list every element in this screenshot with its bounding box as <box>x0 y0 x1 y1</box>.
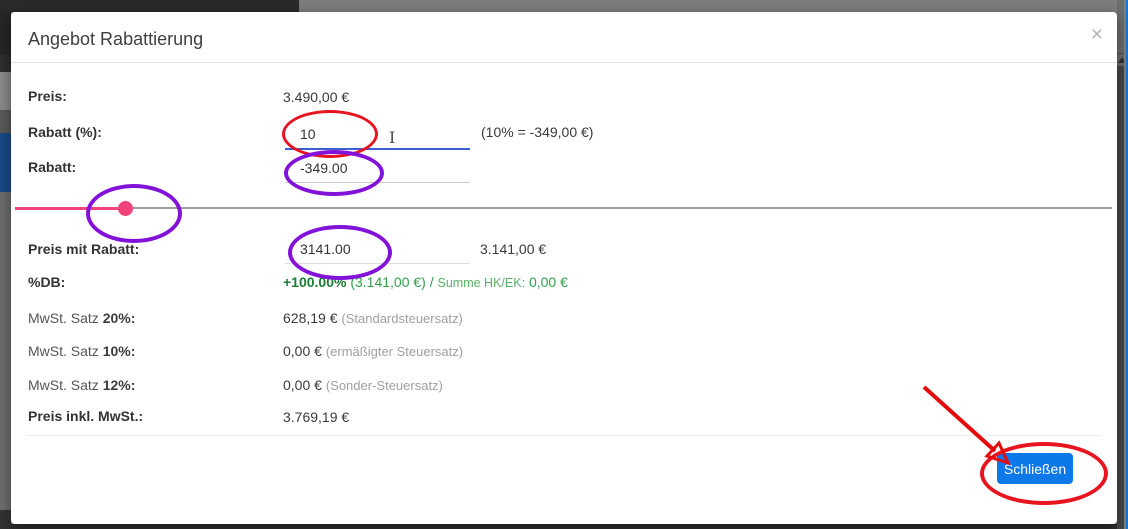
backdrop-left-strip <box>0 12 11 55</box>
discount-slider-track[interactable] <box>125 207 1112 209</box>
footer-divider <box>26 435 1100 436</box>
close-icon[interactable]: × <box>1090 23 1103 46</box>
mwst10-note: (ermäßigter Steuersatz) <box>325 344 464 359</box>
backdrop-scrollbar-track <box>1117 0 1124 53</box>
db-summe-value: 0,00 € <box>528 274 568 290</box>
rabatt-label: Rabatt: <box>28 159 77 175</box>
mwst20-value: 628,19 € (Standardsteuersatz) <box>283 310 463 326</box>
mwst12-label: MwSt. Satz 12%: <box>28 377 136 393</box>
preis-inkl-label: Preis inkl. MwSt.: <box>28 408 144 424</box>
backdrop-left-strip <box>0 510 11 529</box>
preis-mit-rabatt-input[interactable] <box>285 235 470 264</box>
db-row: +100.00% (3.141,00 €) / Summe HK/EK: 0,0… <box>283 274 568 290</box>
modal-title: Angebot Rabattierung <box>28 29 204 49</box>
db-separator: / <box>425 274 438 290</box>
backdrop-left-strip <box>0 55 11 72</box>
preis-inkl-value: 3.769,19 € <box>283 409 350 425</box>
mwst20-note: (Standardsteuersatz) <box>341 311 463 326</box>
discount-slider-track-filled[interactable] <box>15 207 125 210</box>
text-cursor-icon: I <box>389 128 396 147</box>
mwst10-label: MwSt. Satz 10%: <box>28 343 136 359</box>
db-percent: +100.00% <box>283 274 347 290</box>
backdrop-top-dark <box>0 0 299 12</box>
backdrop-left-strip <box>0 192 11 510</box>
mwst12-value: 0,00 € (Sonder-Steuersatz) <box>283 377 443 393</box>
rabatt-percent-label: Rabatt (%): <box>28 124 102 140</box>
db-label: %DB: <box>28 274 66 290</box>
close-button[interactable]: Schließen <box>997 453 1073 484</box>
preis-value: 3.490,00 € <box>283 89 350 105</box>
preis-mit-rabatt-label: Preis mit Rabatt: <box>28 241 140 257</box>
rabatt-percent-input[interactable] <box>285 120 470 150</box>
preis-mit-rabatt-value: 3.141,00 € <box>480 241 547 257</box>
backdrop-right-edge <box>1124 0 1126 529</box>
backdrop-scrollbar-track-dark <box>1117 66 1124 529</box>
db-summe-label: Summe HK/EK: <box>437 276 526 290</box>
discount-slider-handle[interactable] <box>118 201 133 216</box>
window-edge-accent <box>1126 0 1128 529</box>
rabatt-input[interactable] <box>285 154 470 183</box>
mwst20-label: MwSt. Satz 20%: <box>28 310 136 326</box>
backdrop-left-menu-item-active <box>0 133 11 192</box>
db-amount: (3.141,00 €) <box>350 274 426 290</box>
backdrop-bottom-strip <box>11 524 1117 529</box>
rabatt-percent-hint: (10% = -349,00 €) <box>481 124 594 140</box>
scrollbar-up-icon <box>1118 57 1126 63</box>
backdrop-left-strip <box>0 72 11 110</box>
backdrop-scrollbar-divider <box>1117 53 1124 54</box>
mwst10-value: 0,00 € (ermäßigter Steuersatz) <box>283 343 464 359</box>
discount-modal: Angebot Rabattierung × Preis: 3.490,00 €… <box>11 12 1117 524</box>
mwst12-note: (Sonder-Steuersatz) <box>325 378 443 393</box>
header-divider <box>11 62 1117 63</box>
backdrop-left-strip <box>0 110 11 133</box>
preis-label: Preis: <box>28 88 67 104</box>
backdrop-top-gray <box>299 0 1117 12</box>
